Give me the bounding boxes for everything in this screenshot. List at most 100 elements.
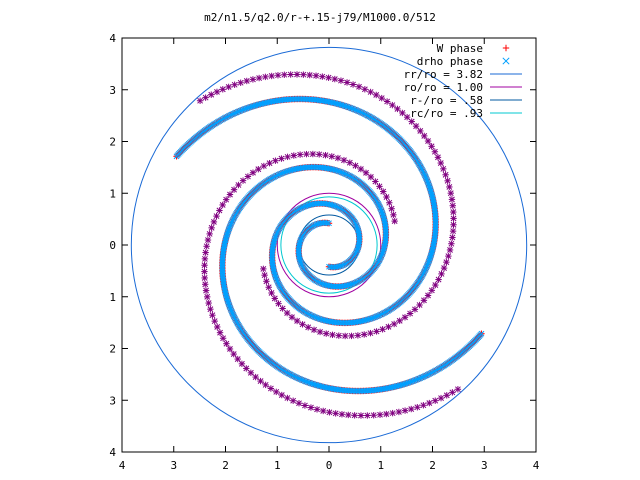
data-point-asterisk [341, 157, 347, 163]
data-point-asterisk [268, 73, 274, 79]
data-point-asterisk [203, 287, 209, 293]
data-point-asterisk [231, 186, 237, 192]
data-point-asterisk [448, 190, 454, 196]
data-point-asterisk [272, 157, 278, 163]
data-point-asterisk [261, 272, 267, 278]
data-point-asterisk [231, 351, 237, 357]
data-point-asterisk [383, 411, 389, 417]
data-point-asterisk [211, 318, 217, 324]
data-point-asterisk [257, 378, 263, 384]
data-point-asterisk [279, 392, 285, 398]
data-point-asterisk [350, 81, 356, 87]
data-point-asterisk [425, 292, 431, 298]
chart-title: m2/n1.5/q2.0/r-+.15-j79/M1000.0/512 [204, 11, 436, 24]
data-point-asterisk [391, 218, 397, 224]
x-tick-label: 1 [274, 459, 281, 472]
data-point-asterisk [244, 78, 250, 84]
data-point-asterisk [326, 409, 332, 415]
data-point-asterisk [402, 407, 408, 413]
data-point-asterisk [377, 412, 383, 418]
data-point-asterisk [250, 169, 256, 175]
data-point-asterisk [266, 160, 272, 166]
data-point-asterisk [373, 92, 379, 98]
data-point-asterisk [344, 79, 350, 85]
data-point-asterisk [268, 290, 274, 296]
data-point-asterisk [421, 297, 427, 303]
data-point-asterisk [396, 318, 402, 324]
data-point-asterisk [300, 71, 306, 77]
data-point-asterisk [266, 284, 272, 290]
data-point-asterisk [407, 310, 413, 316]
data-point-asterisk [443, 259, 449, 265]
data-point-asterisk [202, 94, 208, 100]
data-point-asterisk [386, 200, 392, 206]
x-tick-label: 0 [326, 459, 333, 472]
data-point-asterisk [296, 400, 302, 406]
data-point-asterisk [319, 73, 325, 79]
data-point-asterisk [329, 153, 335, 159]
data-point-asterisk [358, 412, 364, 418]
data-point-asterisk [376, 183, 382, 189]
data-point-asterisk [256, 75, 262, 81]
data-point-asterisk [217, 329, 223, 335]
data-point-asterisk [205, 237, 211, 243]
data-point-asterisk [351, 412, 357, 418]
data-point-asterisk [338, 77, 344, 83]
legend-label: rc/ro = .93 [410, 107, 483, 120]
data-point-asterisk [275, 300, 281, 306]
data-point-asterisk [440, 166, 446, 172]
data-point-asterisk [356, 84, 362, 90]
data-point-asterisk [201, 262, 207, 268]
data-point-asterisk [227, 191, 233, 197]
y-tick-label: 4 [109, 446, 116, 459]
data-point-asterisk [399, 110, 405, 116]
data-point-asterisk [384, 98, 390, 104]
data-point-asterisk [320, 408, 326, 414]
data-point-asterisk [206, 231, 212, 237]
data-point-asterisk [425, 138, 431, 144]
data-point-asterisk [432, 397, 438, 403]
data-point-asterisk [220, 86, 226, 92]
data-point-asterisk [323, 330, 329, 336]
data-point-asterisk [310, 151, 316, 157]
data-point-asterisk [216, 207, 222, 213]
data-point-asterisk [311, 327, 317, 333]
data-point-asterisk [263, 278, 269, 284]
data-point-asterisk [308, 404, 314, 410]
data-point-asterisk [273, 389, 279, 395]
data-point-asterisk [339, 411, 345, 417]
data-point-asterisk [363, 170, 369, 176]
data-point-asterisk [389, 410, 395, 416]
y-tick-label: 3 [109, 394, 116, 407]
data-point-asterisk [203, 243, 209, 249]
data-point-asterisk [317, 329, 323, 335]
data-point-asterisk [204, 294, 210, 300]
data-point-asterisk [284, 154, 290, 160]
data-point-asterisk [450, 222, 456, 228]
legend-label: ro/ro = 1.00 [404, 81, 483, 94]
data-point-asterisk [402, 314, 408, 320]
data-point-asterisk [396, 409, 402, 415]
data-point-asterisk [252, 374, 258, 380]
data-point-asterisk [358, 166, 364, 172]
data-point-asterisk [255, 166, 261, 172]
data-point-asterisk [390, 212, 396, 218]
data-point-asterisk [348, 333, 354, 339]
data-point-asterisk [281, 72, 287, 78]
data-point-asterisk [446, 184, 452, 190]
data-point-asterisk [449, 196, 455, 202]
x-tick-label: 4 [533, 459, 540, 472]
data-point-asterisk [394, 106, 400, 112]
legend-label: W phase [437, 42, 483, 55]
x-tick-label: 2 [222, 459, 229, 472]
data-point-asterisk [438, 271, 444, 277]
data-point-asterisk [197, 98, 203, 104]
data-point-asterisk [429, 287, 435, 293]
data-point-asterisk [223, 196, 229, 202]
data-point-asterisk [290, 398, 296, 404]
data-point-asterisk [245, 173, 251, 179]
data-point-asterisk [329, 332, 335, 338]
x-tick-label: 3 [481, 459, 488, 472]
data-point-asterisk [307, 72, 313, 78]
